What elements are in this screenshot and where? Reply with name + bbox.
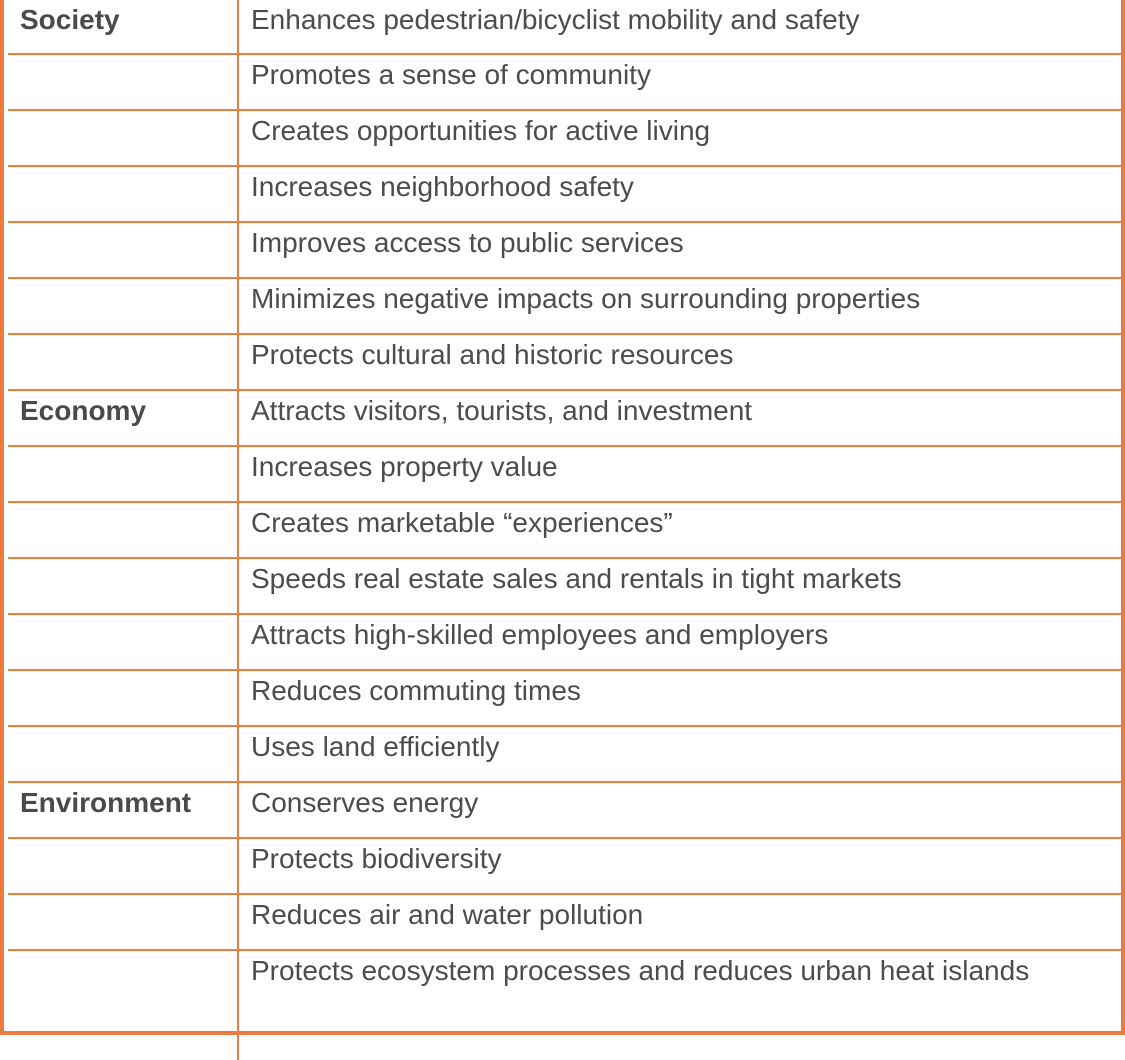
category-cell: [8, 838, 239, 895]
benefit-cell: Protects cultural and historic resources: [238, 334, 1125, 391]
table-row: Reduces commuting times: [8, 670, 1125, 727]
benefit-cell: Improves access to public services: [238, 222, 1125, 279]
benefit-cell: Protects ecosystem processes and reduces…: [251, 955, 1030, 986]
table-row: Environment Conserves energy: [8, 782, 1125, 839]
table-row: Uses land efficiently: [8, 726, 1125, 783]
category-cell: [8, 222, 239, 279]
category-cell: [8, 502, 239, 559]
benefit-cell: Attracts visitors, tourists, and investm…: [238, 390, 1125, 447]
benefit-cell: Reduces commuting times: [238, 670, 1125, 727]
category-cell: [8, 726, 239, 783]
category-cell: [8, 334, 239, 391]
benefit-cell: Attracts high-skilled employees and empl…: [238, 614, 1125, 671]
category-cell: [8, 614, 239, 671]
category-cell: [8, 54, 239, 111]
benefit-cell: Minimizes negative impacts on surroundin…: [238, 278, 1125, 335]
table-row: Improves access to public services: [8, 222, 1125, 279]
category-cell: [8, 166, 239, 223]
benefit-cell: Creates opportunities for active living: [238, 110, 1125, 167]
category-cell: [8, 950, 239, 1060]
category-cell: Environment: [8, 782, 239, 839]
table-row: Protects cultural and historic resources: [8, 334, 1125, 391]
category-cell: Society: [8, 0, 239, 55]
benefit-cell: Conserves energy: [238, 782, 1125, 839]
table-row: Economy Attracts visitors, tourists, and…: [8, 390, 1125, 447]
category-cell: [8, 894, 239, 951]
category-cell: [8, 278, 239, 335]
benefits-table: Society Enhances pedestrian/bicyclist mo…: [8, 0, 1125, 1060]
table-row: Increases neighborhood safety: [8, 166, 1125, 223]
benefit-cell: Increases neighborhood safety: [238, 166, 1125, 223]
table-row: Promotes a sense of community: [8, 54, 1125, 111]
table-row: Minimizes negative impacts on surroundin…: [8, 278, 1125, 335]
table-row: Creates marketable “experiences”: [8, 502, 1125, 559]
category-cell: [8, 670, 239, 727]
benefit-cell: Creates marketable “experiences”: [238, 502, 1125, 559]
benefit-cell: Reduces air and water pollution: [238, 894, 1125, 951]
category-cell: [8, 110, 239, 167]
category-cell: [8, 558, 239, 615]
table-row: Protects biodiversity: [8, 838, 1125, 895]
table-row: Society Enhances pedestrian/bicyclist mo…: [8, 0, 1125, 55]
benefit-cell: Uses land efficiently: [238, 726, 1125, 783]
table-row: Attracts high-skilled employees and empl…: [8, 614, 1125, 671]
benefit-cell: Enhances pedestrian/bicyclist mobility a…: [238, 0, 1125, 55]
table-row: Creates opportunities for active living: [8, 110, 1125, 167]
benefit-cell: Protects biodiversity: [238, 838, 1125, 895]
benefit-cell: Promotes a sense of community: [238, 54, 1125, 111]
table-row: Speeds real estate sales and rentals in …: [8, 558, 1125, 615]
table-row: Reduces air and water pollution: [8, 894, 1125, 951]
benefit-cell: Speeds real estate sales and rentals in …: [238, 558, 1125, 615]
table-row: Increases property value: [8, 446, 1125, 503]
benefit-cell: Increases property value: [238, 446, 1125, 503]
table-row: Protects ecosystem processes and reduces…: [8, 950, 1125, 1060]
category-cell: Economy: [8, 390, 239, 447]
category-cell: [8, 446, 239, 503]
